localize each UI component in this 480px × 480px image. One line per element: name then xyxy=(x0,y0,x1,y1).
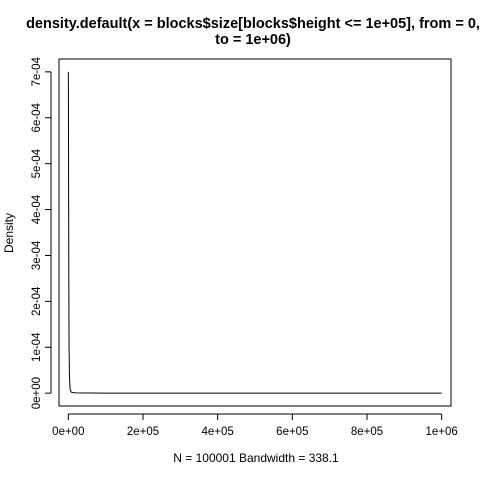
density-line xyxy=(67,71,442,394)
y-tick-label: 1e-04 xyxy=(31,332,43,362)
x-tick-label: 0e+00 xyxy=(52,426,84,438)
y-tick-label: 3e-04 xyxy=(31,240,43,270)
y-tick-label: 6e-04 xyxy=(31,102,43,132)
x-axis-label: N = 100001 Bandwidth = 338.1 xyxy=(173,451,339,465)
plot-frame xyxy=(58,58,452,407)
y-tick-label: 2e-04 xyxy=(31,286,43,316)
y-axis: 0e+00 1e-04 2e-04 3e-04 4e-04 5e-04 6e-04 7e-04 xyxy=(31,57,52,409)
chart-title-line-2: to = 1e+06) xyxy=(215,32,291,48)
y-axis-label: Density xyxy=(2,213,16,253)
y-tick-label: 0e+00 xyxy=(31,377,43,409)
series-layer xyxy=(67,71,442,394)
x-axis: 0e+00 2e+05 4e+05 6e+05 8e+05 1e+06 xyxy=(52,413,458,438)
x-tick-label: 6e+05 xyxy=(276,426,308,438)
y-tick-label: 5e-04 xyxy=(31,148,43,178)
x-tick-label: 2e+05 xyxy=(127,426,159,438)
chart-title-line-1: density.default(x = blocks$size[blocks$h… xyxy=(26,16,480,32)
x-tick-label: 8e+05 xyxy=(351,426,383,438)
y-tick-label: 7e-04 xyxy=(31,57,43,87)
y-tick-label: 4e-04 xyxy=(31,194,43,224)
x-tick-label: 4e+05 xyxy=(202,426,234,438)
x-tick-label: 1e+06 xyxy=(426,426,458,438)
